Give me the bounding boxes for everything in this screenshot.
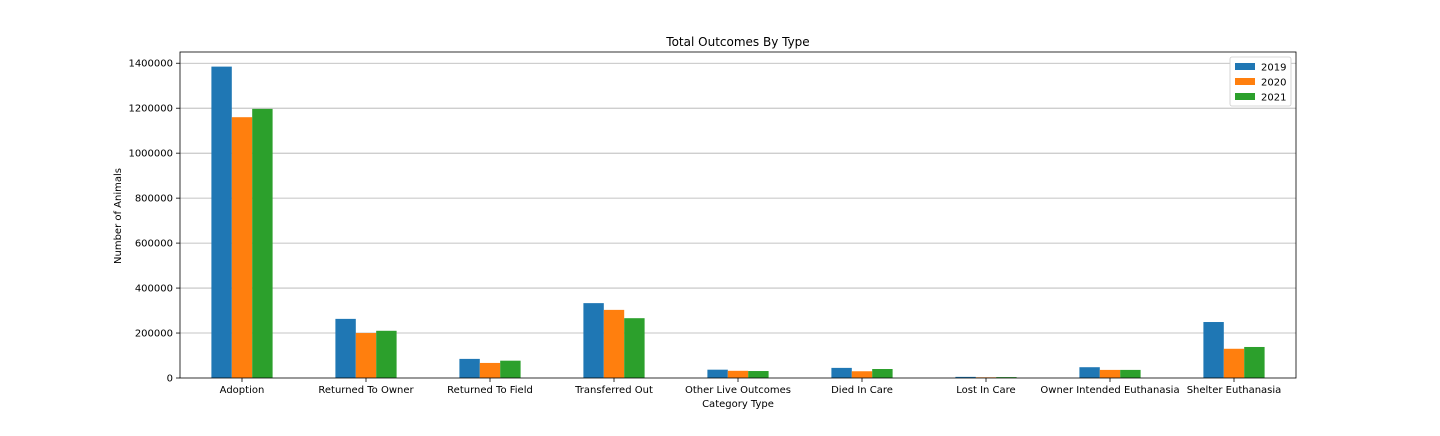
- bar-2019-8: [1079, 367, 1100, 378]
- bar-2019-6: [831, 367, 852, 378]
- legend: 2019 2020 2021: [1229, 56, 1292, 107]
- y-axis-label: Number of Animals: [113, 168, 124, 264]
- bar-2021-7: [996, 377, 1017, 378]
- y-tick-label: 200000: [135, 329, 173, 340]
- x-tick-label: Other Live Outcomes: [685, 385, 791, 396]
- x-tick-label: Returned To Owner: [318, 385, 414, 396]
- bar-2019-9: [1203, 322, 1224, 378]
- x-tick-label: Returned To Field: [447, 385, 533, 396]
- bar-2021-6: [872, 369, 893, 378]
- x-tick-label: Lost In Care: [956, 385, 1015, 396]
- legend-swatch-2020: [1235, 78, 1255, 85]
- y-tick-label: 800000: [135, 194, 173, 205]
- bar-2020-9: [1223, 348, 1245, 378]
- bar-2021-9: [1244, 346, 1265, 378]
- y-tick-label: 1200000: [128, 104, 173, 115]
- legend-label-2019: 2019: [1261, 63, 1286, 74]
- x-axis-label: Category Type: [702, 399, 774, 410]
- chart-title: Total Outcomes By Type: [665, 35, 809, 49]
- bar-2020-6: [851, 371, 873, 378]
- bar-2019-1: [211, 66, 232, 378]
- bar-2020-2: [355, 333, 377, 378]
- bar-2021-5: [748, 371, 769, 378]
- bar-2020-1: [231, 117, 253, 378]
- bar-2021-2: [376, 330, 397, 378]
- bar-2020-4: [603, 309, 625, 378]
- x-ticks: Adoption Returned To Owner Returned To Fie…: [220, 378, 1282, 396]
- legend-label-2020: 2020: [1261, 78, 1286, 89]
- y-tick-label: 400000: [135, 284, 173, 295]
- bar-2019-2: [335, 318, 356, 378]
- legend-swatch-2019: [1235, 63, 1255, 70]
- x-tick-label: Owner Intended Euthanasia: [1040, 385, 1179, 396]
- bar-2020-8: [1099, 369, 1121, 378]
- y-tick-label: 1000000: [128, 149, 173, 160]
- y-tick-label: 0: [167, 374, 173, 385]
- x-tick-label: Transferred Out: [574, 385, 653, 396]
- bar-2021-3: [500, 360, 521, 378]
- bar-2020-5: [727, 370, 749, 378]
- bar-2020-3: [479, 362, 501, 378]
- y-ticks: 0 200000 400000 600000 800000 1000000 1200000 1…: [128, 59, 180, 385]
- x-tick-label: Adoption: [220, 385, 265, 396]
- bars: [211, 66, 1265, 378]
- legend-label-2021: 2021: [1261, 93, 1286, 104]
- bar-2021-1: [252, 108, 273, 378]
- bar-2019-3: [459, 358, 480, 378]
- bar-2021-8: [1120, 369, 1141, 378]
- y-tick-label: 1400000: [128, 59, 173, 70]
- bar-2019-4: [583, 303, 604, 378]
- bar-2021-4: [624, 318, 645, 378]
- bar-2019-5: [707, 369, 728, 378]
- bar-2019-7: [955, 376, 976, 378]
- x-tick-label: Died In Care: [831, 385, 893, 396]
- x-tick-label: Shelter Euthanasia: [1187, 385, 1282, 396]
- legend-swatch-2021: [1235, 93, 1255, 100]
- y-tick-label: 600000: [135, 239, 173, 250]
